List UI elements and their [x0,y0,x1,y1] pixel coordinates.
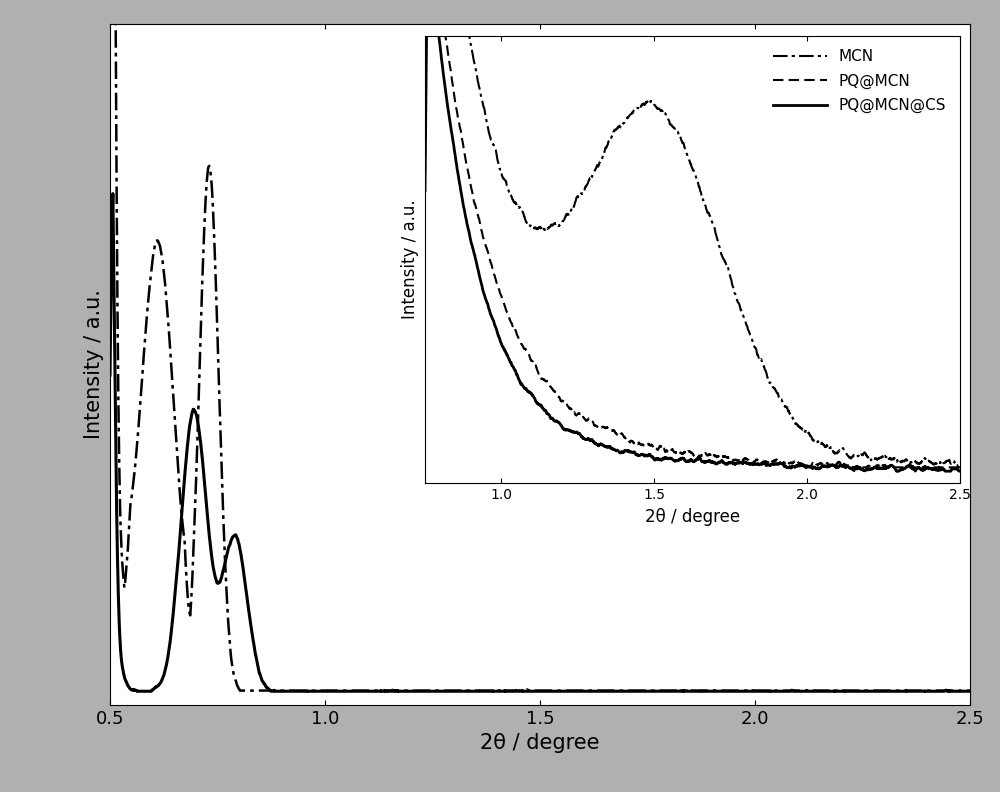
Legend: MCN, PQ@MCN, PQ@MCN@CS: MCN, PQ@MCN, PQ@MCN@CS [767,44,952,120]
Y-axis label: Intensity / a.u.: Intensity / a.u. [84,289,104,440]
X-axis label: 2θ / degree: 2θ / degree [480,733,600,753]
X-axis label: 2θ / degree: 2θ / degree [645,508,740,526]
Y-axis label: Intensity / a.u.: Intensity / a.u. [401,200,419,319]
